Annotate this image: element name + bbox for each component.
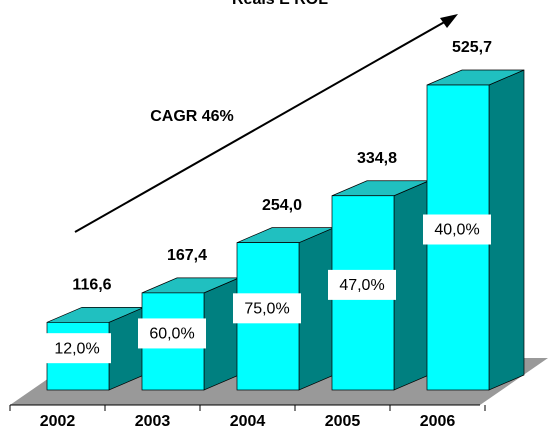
label-box (423, 214, 491, 245)
x-tick-label: 2005 (325, 413, 361, 430)
bar-label: 75,0% (244, 301, 289, 318)
label-box (233, 293, 301, 324)
bar-side (393, 180, 430, 391)
x-tick-label: 2006 (420, 413, 456, 430)
bar-label: 47,0% (339, 277, 384, 294)
trend-arrow (74, 19, 449, 233)
x-tick-label: 2003 (135, 413, 171, 430)
bar-side (488, 69, 525, 391)
bar-label: 60,0% (149, 326, 194, 343)
label-box (138, 318, 206, 349)
label-box (328, 269, 396, 300)
value-label: 167,4 (167, 247, 207, 264)
value-label: 116,6 (72, 277, 111, 294)
label-box (43, 333, 111, 364)
value-label: 334,8 (357, 150, 397, 167)
annotation: CAGR 46% (150, 108, 234, 125)
arrow-head (440, 14, 458, 28)
chart-title: Reais E ROL (232, 0, 328, 8)
bar-label: 12,0% (54, 340, 99, 357)
x-tick-label: 2004 (230, 413, 266, 430)
value-label: 525,7 (452, 39, 492, 56)
bar-label: 40,0% (434, 222, 479, 239)
x-tick-label: 2002 (40, 413, 76, 430)
value-label: 254,0 (262, 197, 302, 214)
bar-side (298, 227, 335, 391)
